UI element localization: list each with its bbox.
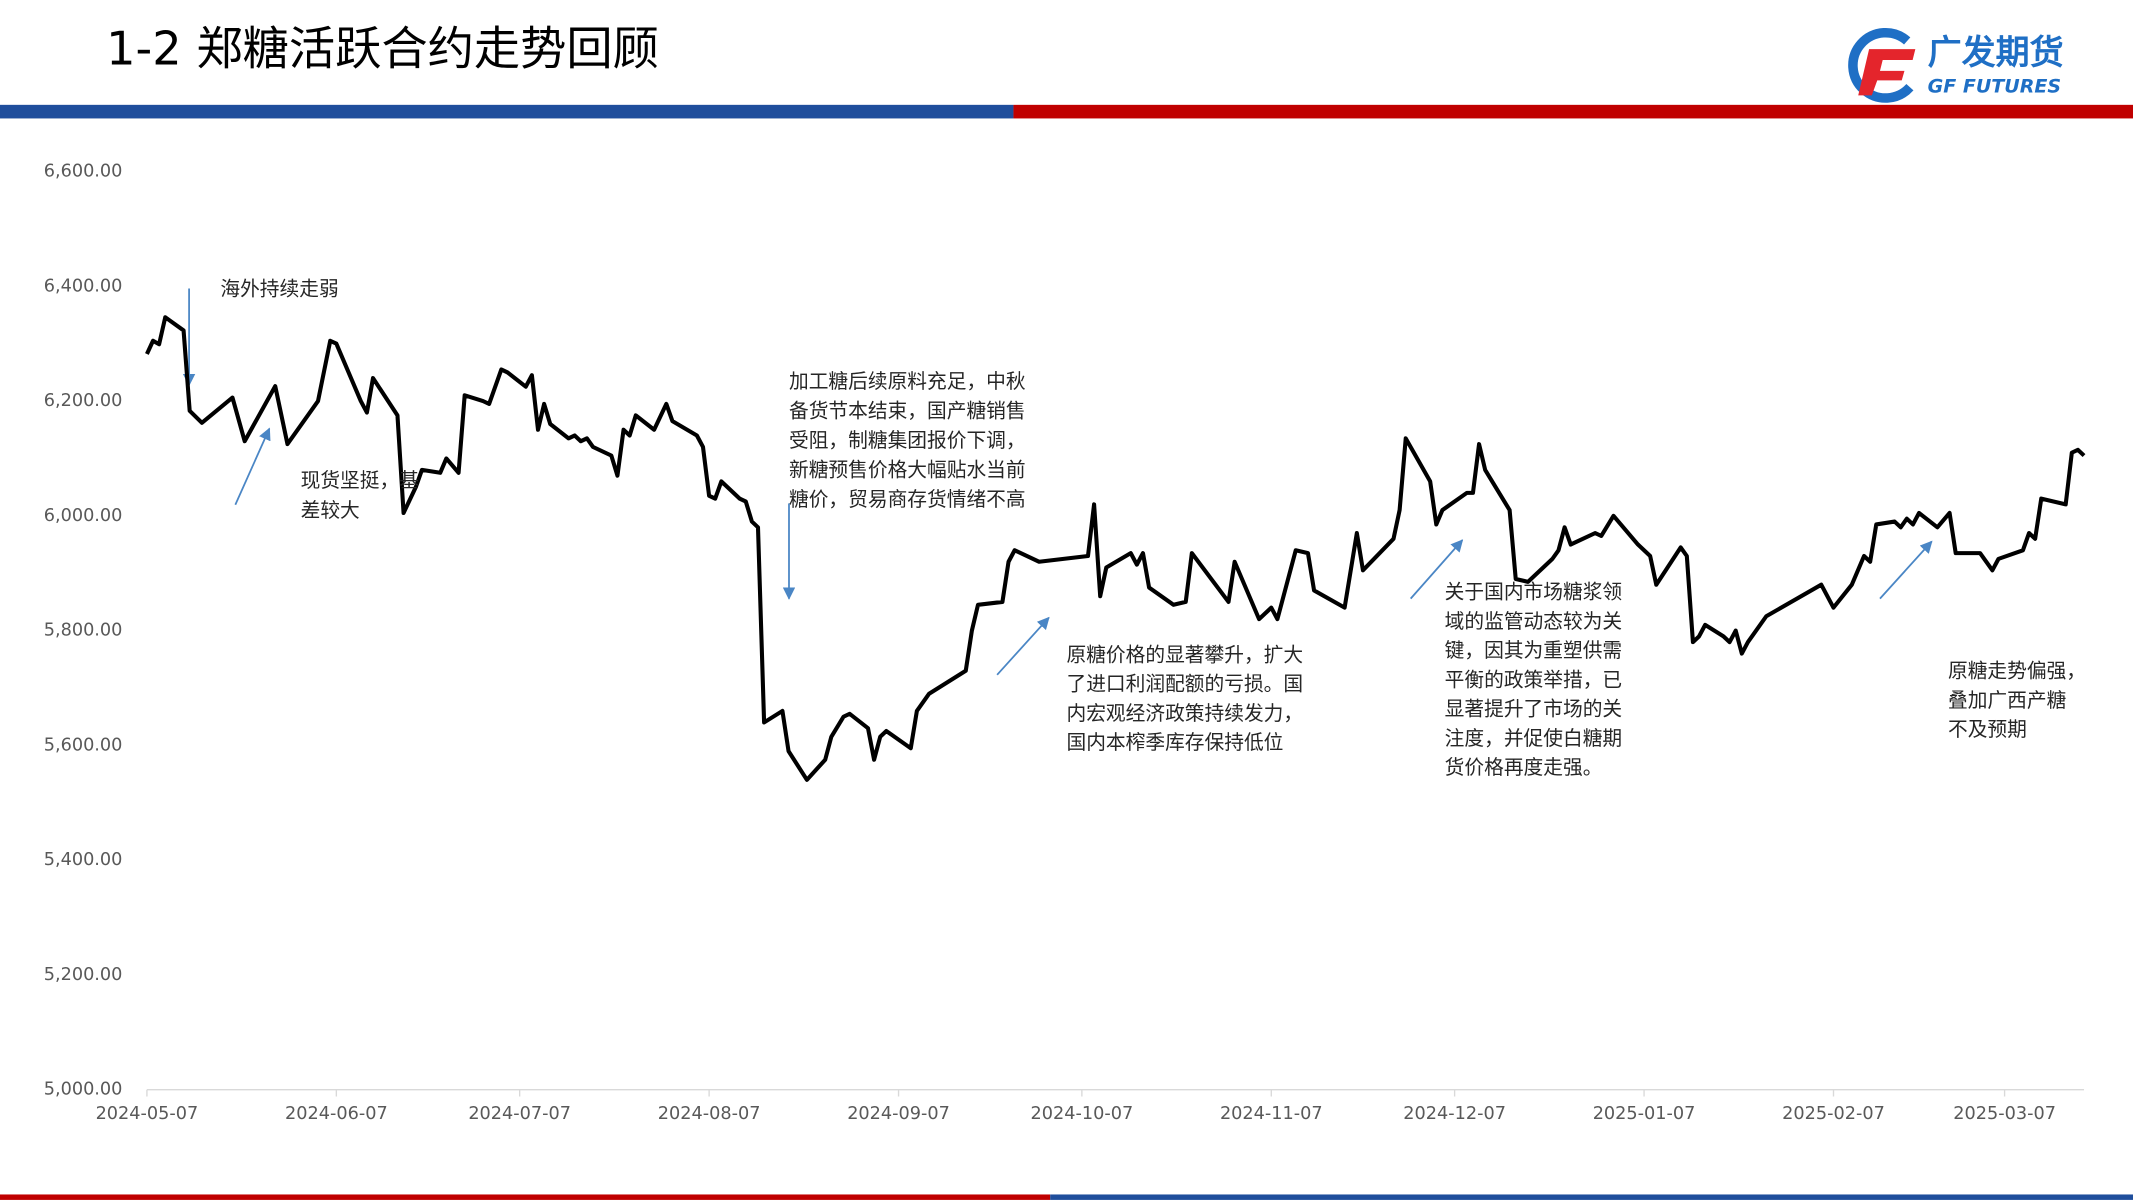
annotation-text: 原糖走势偏强，	[1948, 660, 2086, 683]
logo-cn: 广发期货	[1928, 33, 2064, 73]
x-tick-label: 2024-12-07	[1403, 1104, 1506, 1124]
annotation-text: 加工糖后续原料充足，中秋	[789, 370, 1026, 393]
y-tick-label: 6,600.00	[44, 161, 123, 181]
header-stripe-blue	[0, 104, 1014, 119]
header-stripe-red	[1013, 104, 2133, 119]
logo-en: GF FUTURES	[1928, 76, 2061, 98]
x-tick-label: 2024-08-07	[658, 1104, 761, 1124]
annotation-text: 新糖预售价格大幅贴水当前	[789, 458, 1026, 481]
annotation-text: 货价格再度走强。	[1445, 756, 1603, 779]
x-tick-label: 2025-02-07	[1782, 1104, 1885, 1124]
annotation-text: 备货节本结束，国产糖销售	[789, 399, 1026, 422]
y-tick-label: 6,200.00	[44, 391, 123, 411]
annotation-text: 注度，并促使白糖期	[1445, 727, 1622, 750]
logo-icon	[1848, 27, 1916, 103]
x-tick-label: 2025-03-07	[1953, 1104, 2056, 1124]
x-tick-label: 2024-11-07	[1220, 1104, 1323, 1124]
annotation-text: 不及预期	[1948, 718, 2027, 741]
x-tick-label: 2024-07-07	[468, 1104, 571, 1124]
y-tick-label: 5,800.00	[44, 621, 123, 641]
y-tick-label: 5,400.00	[44, 850, 123, 870]
y-tick-label: 5,600.00	[44, 735, 123, 755]
annotation-text: 内宏观经济政策持续发力，	[1067, 702, 1304, 725]
footer-stripe-red	[0, 1194, 1051, 1200]
annotation-text: 国内本榨季库存保持低位	[1067, 731, 1284, 754]
annotation-text: 平衡的政策举措，已	[1445, 668, 1622, 691]
x-tick-label: 2024-06-07	[285, 1104, 388, 1124]
annotation-text: 受阻，制糖集团报价下调，	[789, 429, 1026, 452]
annotation-text: 糖价，贸易商存货情绪不高	[789, 488, 1026, 511]
annotation-text: 叠加广西产糖	[1948, 689, 2066, 712]
annotation-text: 差较大	[301, 499, 360, 522]
y-tick-label: 6,000.00	[44, 506, 123, 526]
y-tick-label: 5,000.00	[44, 1080, 123, 1100]
annotation-text: 关于国内市场糖浆领	[1445, 581, 1623, 604]
annotation-text: 了进口利润配额的亏损。国	[1067, 673, 1304, 696]
x-tick-label: 2024-05-07	[96, 1104, 199, 1124]
annotation-text: 原糖价格的显著攀升，扩大	[1067, 643, 1304, 666]
y-tick-label: 6,400.00	[44, 276, 123, 296]
annotation-text: 现货坚挺，基	[301, 469, 420, 492]
annotation-text: 海外持续走弱	[220, 277, 338, 300]
price-line	[145, 315, 2086, 782]
x-tick-label: 2024-10-07	[1031, 1104, 1134, 1124]
slide-title: 1-2 郑糖活跃合约走势回顾	[106, 21, 659, 75]
annotation-text: 域的监管动态较为关	[1445, 610, 1622, 633]
footer-stripe-blue	[1050, 1194, 2133, 1200]
annotation-text: 显著提升了市场的关	[1445, 698, 1622, 721]
x-tick-label: 2025-01-07	[1593, 1104, 1696, 1124]
x-tick-label: 2024-09-07	[847, 1104, 950, 1124]
y-tick-label: 5,200.00	[44, 965, 123, 985]
annotation-arrows	[182, 288, 1933, 676]
annotation-text: 键，因其为重塑供需	[1445, 639, 1622, 662]
